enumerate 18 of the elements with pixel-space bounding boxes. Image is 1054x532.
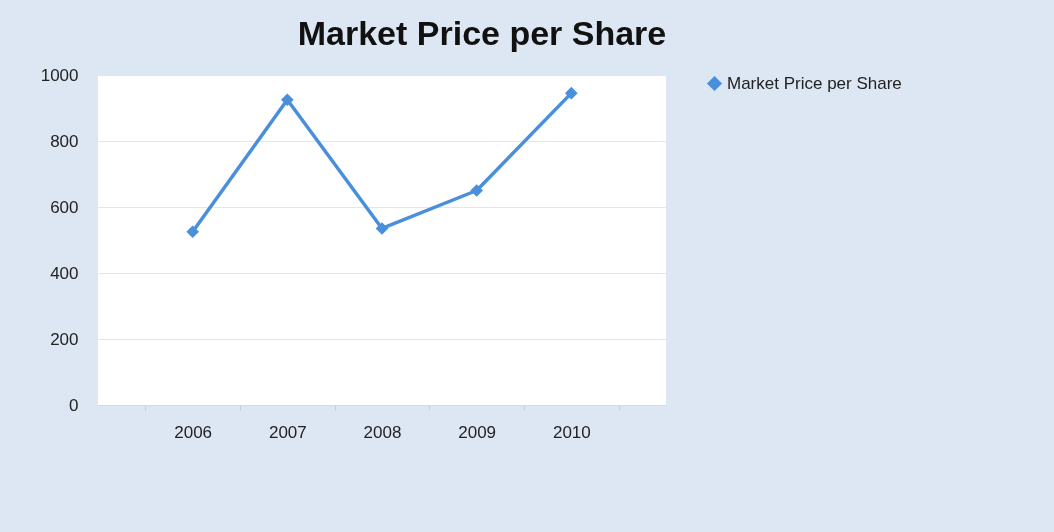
y-tick-label: 600: [50, 197, 79, 217]
chart-title: Market Price per Share: [297, 14, 667, 52]
y-tick-label: 0: [69, 395, 79, 415]
x-tick-label: 2010: [552, 422, 591, 442]
point: [375, 222, 389, 235]
point: [186, 225, 199, 239]
x-tick-label: 2007: [268, 422, 307, 442]
y-tick-label: 1000: [40, 65, 79, 85]
y-tick-label: 200: [50, 329, 79, 349]
x-tick-label: 2008: [363, 422, 402, 442]
point: [565, 86, 578, 100]
y-tick-label: 800: [50, 131, 79, 151]
x-tick-label: 2009: [458, 422, 497, 442]
x-tick-label: 2006: [174, 422, 213, 442]
point: [470, 184, 483, 197]
legend-label: Market Price per Share: [727, 73, 902, 93]
y-tick-label: 400: [50, 263, 79, 283]
point: [281, 93, 294, 107]
